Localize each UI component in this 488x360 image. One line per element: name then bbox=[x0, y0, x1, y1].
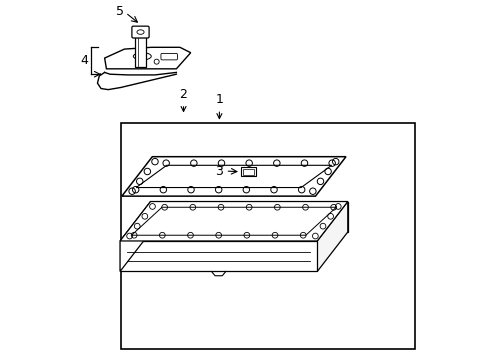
Polygon shape bbox=[317, 202, 347, 271]
Bar bbox=[121, 123, 414, 348]
Text: 4: 4 bbox=[80, 54, 88, 67]
Bar bbox=[241, 167, 255, 176]
Text: 3: 3 bbox=[215, 165, 223, 177]
Polygon shape bbox=[136, 165, 331, 188]
Text: 1: 1 bbox=[215, 94, 223, 118]
Polygon shape bbox=[150, 202, 347, 232]
Polygon shape bbox=[131, 207, 336, 235]
Polygon shape bbox=[120, 202, 150, 271]
Polygon shape bbox=[120, 241, 317, 271]
Bar bbox=[135, 37, 145, 67]
FancyBboxPatch shape bbox=[132, 26, 149, 38]
Bar bbox=[243, 169, 253, 175]
Polygon shape bbox=[120, 202, 347, 241]
Text: 2: 2 bbox=[179, 88, 187, 112]
FancyBboxPatch shape bbox=[161, 53, 177, 60]
Polygon shape bbox=[104, 47, 190, 69]
Polygon shape bbox=[122, 157, 346, 196]
Text: 5: 5 bbox=[116, 5, 124, 18]
